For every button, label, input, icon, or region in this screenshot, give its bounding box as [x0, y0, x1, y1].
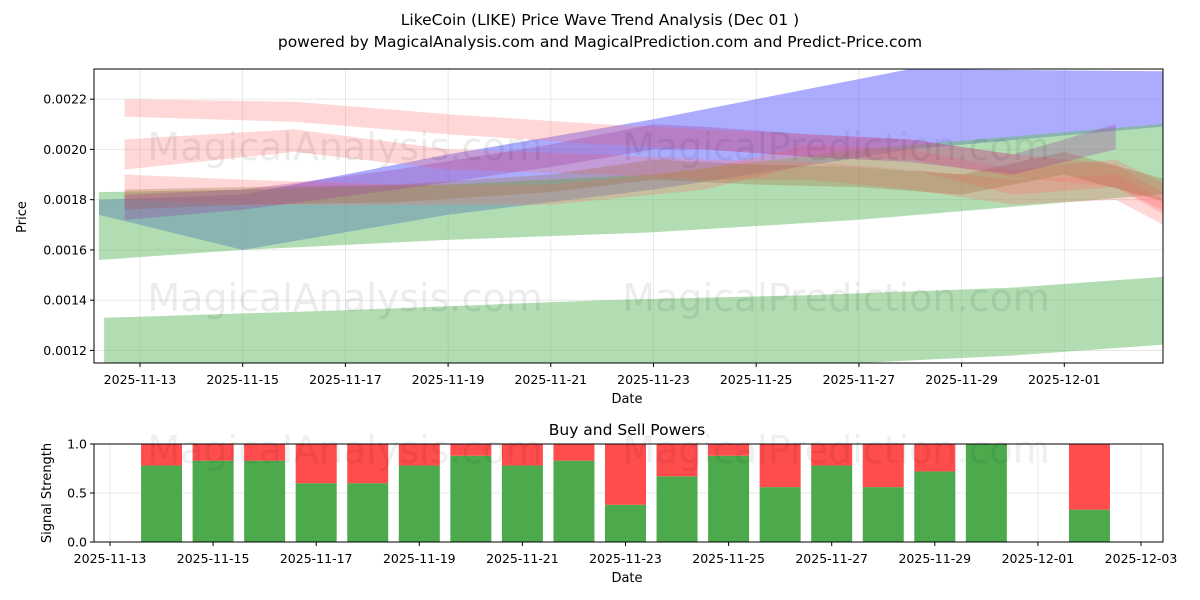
- buy-bar: [398, 465, 440, 542]
- bottom-y-axis-label: Signal Strength: [40, 443, 55, 543]
- sell-bar: [811, 444, 853, 466]
- buy-bar: [244, 460, 286, 542]
- buy-bar: [501, 465, 543, 542]
- bottom-x-tick-label: 2025-12-03: [1105, 551, 1178, 566]
- sell-bar: [501, 444, 543, 466]
- top-y-tick-label: 0.0012: [43, 343, 87, 358]
- top-y-tick-label: 0.0016: [43, 242, 87, 257]
- top-x-tick-label: 2025-11-27: [823, 372, 896, 387]
- bottom-y-tick-label: 0.0: [67, 535, 87, 550]
- sell-bar: [192, 444, 234, 461]
- bottom-chart-title: Buy and Sell Powers: [549, 421, 706, 439]
- buy-bar: [553, 460, 595, 542]
- watermark-text: MagicalPrediction.com: [622, 428, 1050, 472]
- top-x-tick-label: 2025-11-13: [104, 372, 177, 387]
- top-y-tick-label: 0.0022: [43, 92, 87, 107]
- sell-bar: [759, 444, 801, 488]
- top-x-tick-label: 2025-11-23: [617, 372, 690, 387]
- watermark-text: MagicalPrediction.com: [622, 125, 1050, 169]
- figure-subtitle: powered by MagicalAnalysis.com and Magic…: [278, 33, 922, 51]
- buy-bar: [914, 471, 956, 542]
- bottom-x-tick-label: 2025-12-01: [1002, 551, 1075, 566]
- bottom-x-tick-label: 2025-11-27: [795, 551, 868, 566]
- top-x-axis-label: Date: [611, 392, 642, 407]
- sell-bar: [862, 444, 904, 488]
- top-y-tick-label: 0.0014: [43, 293, 87, 308]
- buy-bar: [347, 483, 389, 542]
- watermark-text: MagicalAnalysis.com: [147, 428, 542, 472]
- watermark-text: MagicalAnalysis.com: [147, 276, 542, 320]
- red-wave-3: [124, 144, 1163, 211]
- buy-bar: [1068, 509, 1110, 542]
- sell-bar: [347, 444, 389, 484]
- bottom-x-tick-label: 2025-11-17: [280, 551, 353, 566]
- top-plot-frame: [93, 68, 1164, 364]
- buy-bar: [605, 504, 646, 542]
- bottom-x-tick-label: 2025-11-23: [589, 551, 662, 566]
- bottom-x-axis-label: Date: [611, 571, 642, 586]
- top-y-tick-label: 0.0020: [43, 142, 87, 157]
- sell-bar: [708, 444, 750, 456]
- buy-bar: [295, 483, 337, 542]
- top-x-tick-label: 2025-12-01: [1028, 372, 1101, 387]
- green-upper-channel: [98, 123, 1163, 260]
- buy-bar: [708, 455, 750, 542]
- buy-bar: [862, 487, 904, 542]
- watermark-text: MagicalPrediction.com: [622, 276, 1050, 320]
- top-x-tick-label: 2025-11-25: [720, 372, 793, 387]
- bottom-x-tick-label: 2025-11-21: [486, 551, 559, 566]
- buy-bar: [192, 460, 234, 542]
- brown-wave: [124, 151, 1163, 210]
- sell-bar: [553, 444, 595, 461]
- sell-bar: [450, 444, 492, 456]
- top-x-tick-label: 2025-11-15: [206, 372, 279, 387]
- top-x-tick-label: 2025-11-19: [412, 372, 485, 387]
- top-x-tick-label: 2025-11-29: [925, 372, 998, 387]
- figure-title: LikeCoin (LIKE) Price Wave Trend Analysi…: [401, 11, 799, 29]
- sell-bar: [914, 444, 956, 472]
- bottom-y-tick-label: 1.0: [67, 437, 87, 452]
- sell-bar: [656, 444, 698, 477]
- buy-bar: [811, 465, 853, 542]
- sell-bar: [398, 444, 440, 466]
- purple-wave: [124, 124, 1116, 220]
- top-bands: [98, 69, 1163, 363]
- bottom-x-tick-label: 2025-11-19: [383, 551, 456, 566]
- bottom-y-tick-label: 0.5: [67, 486, 87, 501]
- buy-bar: [141, 465, 183, 542]
- top-x-tick-label: 2025-11-17: [309, 372, 382, 387]
- price-wave-plot: MagicalAnalysis.com MagicalPrediction.com…: [43, 68, 1164, 387]
- bottom-x-tick-label: 2025-11-25: [692, 551, 765, 566]
- sell-bar: [295, 444, 337, 484]
- buy-sell-plot: MagicalAnalysis.com MagicalPrediction.com…: [67, 428, 1177, 566]
- bottom-x-tick-label: 2025-11-13: [74, 551, 147, 566]
- sell-bar: [141, 444, 183, 466]
- top-x-tick-label: 2025-11-21: [514, 372, 587, 387]
- bottom-x-tick-label: 2025-11-29: [898, 551, 971, 566]
- red-wave-2: [124, 129, 1163, 225]
- buy-bar: [450, 455, 492, 542]
- watermark-text: MagicalAnalysis.com: [147, 125, 542, 169]
- bottom-x-tick-label: 2025-11-15: [177, 551, 250, 566]
- top-y-tick-label: 0.0018: [43, 192, 87, 207]
- green-lower-channel: [104, 276, 1163, 363]
- top-y-axis-label: Price: [15, 201, 30, 233]
- sell-bar: [244, 444, 286, 461]
- sell-bar: [1068, 444, 1110, 510]
- red-wave-1: [124, 99, 1163, 214]
- buy-bar: [965, 444, 1007, 542]
- sell-bar: [605, 444, 646, 505]
- buy-bar: [759, 487, 801, 542]
- buy-bar: [656, 476, 698, 542]
